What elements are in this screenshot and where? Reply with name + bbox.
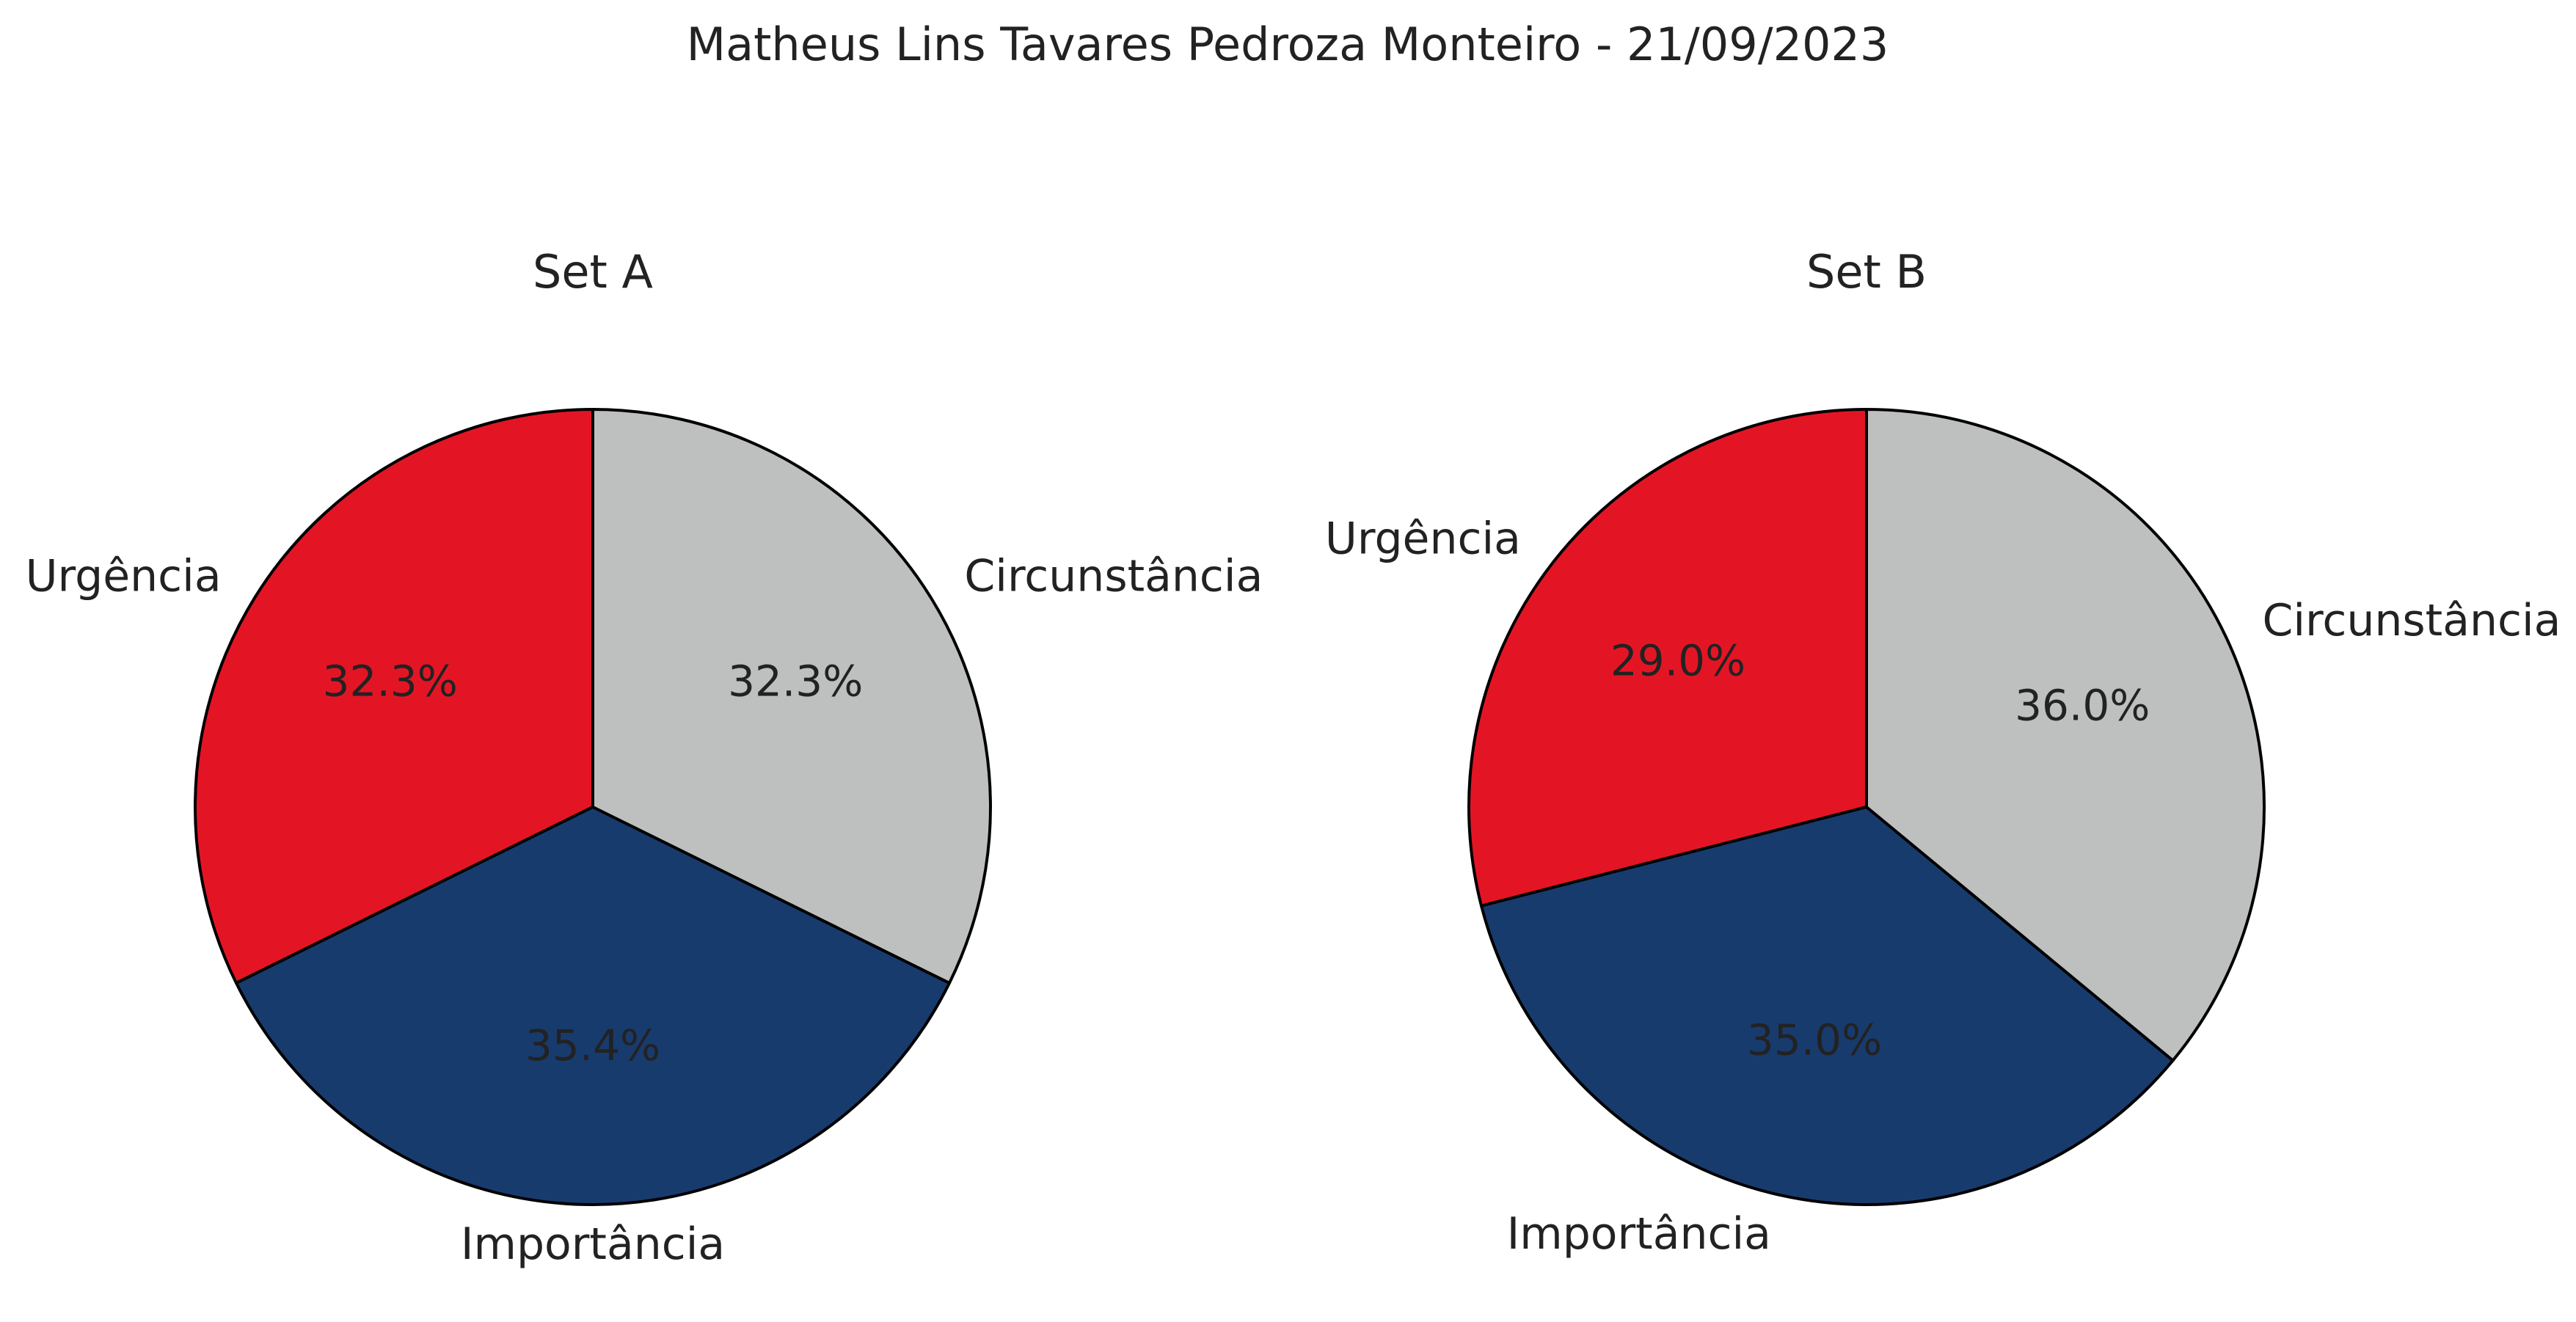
figure-title: Matheus Lins Tavares Pedroza Monteiro - … bbox=[687, 18, 1889, 71]
pie-chart-set-b: Set B Urgência 29.0% Importância 35.0% Circu… bbox=[1325, 245, 2561, 1260]
pie-slice-importancia-set-b bbox=[1480, 806, 2175, 1206]
pie-chart-set-a: Set A Urgência 32.3% Importância 35.4% Circu… bbox=[26, 245, 1263, 1270]
slice-label-circunstancia-set-b: Circunstância bbox=[2262, 595, 2561, 646]
slices-set-a bbox=[194, 408, 992, 1206]
pct-label-urgencia-set-b: 29.0% bbox=[1610, 636, 1745, 686]
pct-label-circunstancia-set-a: 32.3% bbox=[728, 656, 863, 706]
pct-label-circunstancia-set-b: 36.0% bbox=[2015, 681, 2150, 731]
pct-label-importancia-set-b: 35.0% bbox=[1747, 1015, 1882, 1064]
chart-title-set-b: Set B bbox=[1806, 245, 1927, 299]
pie-slice-importancia-set-a bbox=[235, 806, 951, 1206]
slice-label-urgencia-set-b: Urgência bbox=[1325, 514, 1521, 565]
chart-title-set-a: Set A bbox=[533, 245, 653, 299]
slices-set-b bbox=[1467, 408, 2266, 1206]
pie-slice-urgencia-set-b bbox=[1467, 408, 1868, 907]
slice-label-importancia-set-b: Importância bbox=[1507, 1208, 1771, 1260]
pie-slice-urgencia-set-a bbox=[194, 408, 594, 985]
pct-label-urgencia-set-a: 32.3% bbox=[323, 656, 458, 706]
pie-slice-circunstancia-set-a bbox=[591, 408, 992, 985]
slice-label-circunstancia-set-a: Circunstância bbox=[964, 550, 1263, 602]
labels-set-a: Urgência 32.3% Importância 35.4% Circunstânc… bbox=[26, 550, 1263, 1270]
slice-label-importancia-set-a: Importância bbox=[461, 1219, 725, 1270]
pie-slice-circunstancia-set-b bbox=[1865, 408, 2266, 1062]
pct-label-importancia-set-a: 35.4% bbox=[525, 1020, 660, 1070]
slice-label-urgencia-set-a: Urgência bbox=[26, 550, 222, 602]
labels-set-b: Urgência 29.0% Importância 35.0% Circunstânc… bbox=[1325, 514, 2561, 1260]
